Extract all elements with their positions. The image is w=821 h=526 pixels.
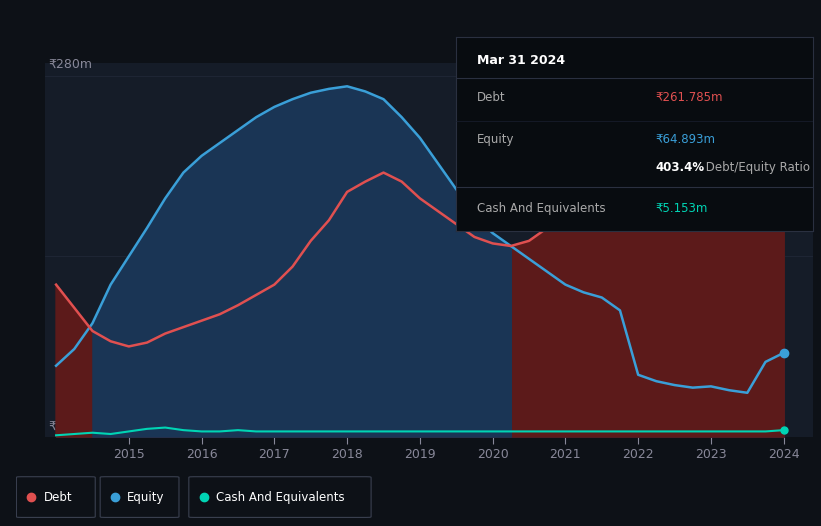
Text: ₹64.893m: ₹64.893m — [656, 134, 716, 146]
FancyBboxPatch shape — [100, 477, 179, 518]
Text: Equity: Equity — [127, 491, 165, 503]
FancyBboxPatch shape — [189, 477, 371, 518]
Text: Mar 31 2024: Mar 31 2024 — [477, 54, 565, 67]
Text: Debt: Debt — [477, 90, 506, 104]
Text: Cash And Equivalents: Cash And Equivalents — [216, 491, 345, 503]
Text: ₹280m: ₹280m — [48, 58, 93, 71]
Text: ₹0: ₹0 — [48, 420, 65, 433]
Text: Debt/Equity Ratio: Debt/Equity Ratio — [702, 161, 810, 174]
FancyBboxPatch shape — [16, 477, 95, 518]
Text: Equity: Equity — [477, 134, 515, 146]
Text: Debt: Debt — [44, 491, 72, 503]
Text: Cash And Equivalents: Cash And Equivalents — [477, 201, 606, 215]
Text: 403.4%: 403.4% — [656, 161, 704, 174]
Text: ₹261.785m: ₹261.785m — [656, 90, 723, 104]
Text: ₹5.153m: ₹5.153m — [656, 201, 708, 215]
